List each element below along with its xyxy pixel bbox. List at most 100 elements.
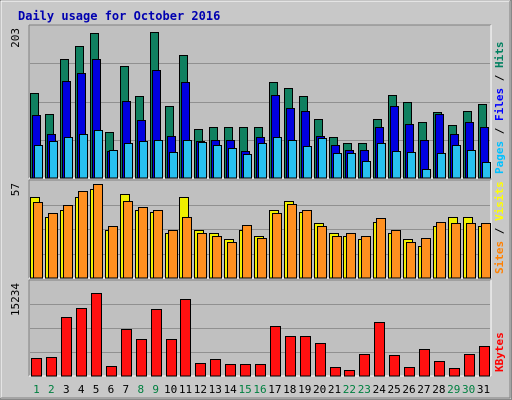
bar-kbytes-kbytes-day-6: [106, 366, 117, 377]
panel-hits-right-legend: Pages / Files / Hits: [493, 42, 506, 175]
bar-hits-pages-day-18: [288, 140, 297, 179]
bar-kbytes-kbytes-day-21: [330, 367, 341, 377]
bar-visits-sites-day-4: [78, 191, 88, 279]
day-label-16: 16: [253, 383, 266, 396]
panel-visits-ymax-label: 57: [9, 183, 22, 196]
bar-hits-pages-day-2: [49, 141, 58, 179]
bar-hits-pages-day-7: [124, 143, 133, 179]
bar-kbytes-kbytes-day-8: [136, 339, 147, 377]
bar-hits-pages-day-22: [347, 153, 356, 179]
day-label-9: 9: [152, 383, 159, 396]
day-label-6: 6: [108, 383, 115, 396]
bar-hits-pages-day-26: [407, 152, 416, 179]
bar-visits-sites-day-15: [242, 225, 252, 279]
bar-visits-sites-day-11: [182, 217, 192, 279]
bar-kbytes-kbytes-day-19: [300, 336, 311, 377]
bar-kbytes-kbytes-day-12: [195, 363, 206, 377]
day-label-31: 31: [477, 383, 490, 396]
bar-visits-sites-day-12: [197, 233, 207, 279]
bar-hits-pages-day-29: [452, 145, 461, 179]
day-label-22: 22: [343, 383, 356, 396]
legend-pages: Pages: [493, 141, 506, 174]
day-label-25: 25: [388, 383, 401, 396]
bar-kbytes-kbytes-day-4: [76, 308, 87, 377]
bar-hits-pages-day-17: [273, 137, 282, 179]
bar-kbytes-kbytes-day-13: [210, 359, 221, 377]
day-label-23: 23: [358, 383, 371, 396]
bar-kbytes-kbytes-day-1: [31, 358, 42, 377]
bar-hits-pages-day-10: [169, 152, 178, 179]
day-label-27: 27: [417, 383, 430, 396]
bar-visits-sites-day-8: [138, 207, 148, 279]
bar-hits-pages-day-6: [109, 150, 118, 179]
day-label-12: 12: [194, 383, 207, 396]
panel-hits: 203 Pages / Files / Hits: [9, 24, 506, 179]
day-label-5: 5: [93, 383, 100, 396]
day-label-15: 15: [238, 383, 251, 396]
day-label-29: 29: [447, 383, 460, 396]
day-label-11: 11: [179, 383, 192, 396]
day-label-7: 7: [123, 383, 130, 396]
bar-kbytes-kbytes-day-10: [166, 339, 177, 377]
bar-kbytes-kbytes-day-2: [46, 357, 57, 377]
bar-kbytes-kbytes-day-30: [464, 354, 475, 377]
panel-kbytes-ymax-label: 15234: [9, 283, 22, 316]
day-label-3: 3: [63, 383, 70, 396]
bar-hits-pages-day-16: [258, 143, 267, 179]
bar-kbytes-kbytes-day-3: [61, 317, 72, 377]
bar-visits-sites-day-1: [33, 202, 43, 279]
bar-visits-sites-day-18: [287, 204, 297, 279]
bar-visits-sites-day-28: [436, 222, 446, 279]
bar-visits-sites-day-30: [466, 223, 476, 279]
bar-kbytes-kbytes-day-5: [91, 293, 102, 377]
bar-kbytes-kbytes-day-7: [121, 329, 132, 377]
bar-kbytes-kbytes-day-26: [404, 367, 415, 377]
bar-visits-sites-day-23: [361, 236, 371, 279]
day-label-24: 24: [373, 383, 387, 396]
bar-hits-pages-day-14: [228, 148, 237, 179]
bar-visits-sites-day-5: [93, 184, 103, 279]
legend-separator: /: [493, 68, 506, 88]
legend-kbytes: KBytes: [493, 332, 506, 372]
legend-separator: /: [493, 121, 506, 141]
day-label-18: 18: [283, 383, 296, 396]
bar-visits-sites-day-26: [406, 242, 416, 279]
bar-visits-sites-day-22: [346, 233, 356, 279]
bar-visits-sites-day-27: [421, 238, 431, 279]
bar-hits-pages-day-5: [94, 130, 103, 179]
x-axis-day-labels: 1 2 3 4 5 6 7 8 9 10 11 12 13 14 15 16 17 18 19 20 21 22 23 24 2…: [33, 383, 490, 396]
bar-visits-sites-day-17: [272, 213, 282, 279]
bar-kbytes-kbytes-day-31: [479, 346, 490, 377]
bar-hits-pages-day-9: [154, 140, 163, 179]
bar-kbytes-kbytes-day-11: [180, 299, 191, 377]
bar-visits-sites-day-13: [212, 236, 222, 279]
bar-visits-sites-day-6: [108, 226, 118, 279]
bar-hits-pages-day-11: [183, 140, 192, 179]
bar-hits-pages-day-31: [482, 162, 491, 179]
bar-visits-sites-day-16: [257, 238, 267, 279]
bar-visits-sites-day-14: [227, 242, 237, 279]
bar-hits-pages-day-19: [303, 146, 312, 179]
bar-visits-sites-day-29: [451, 223, 461, 279]
bar-kbytes-kbytes-day-14: [225, 364, 236, 377]
panel-hits-ymax-label: 203: [9, 28, 22, 48]
bar-kbytes-kbytes-day-16: [255, 364, 266, 377]
bar-visits-sites-day-31: [481, 223, 491, 279]
bar-visits-sites-day-10: [168, 230, 178, 279]
day-label-19: 19: [298, 383, 311, 396]
bar-kbytes-kbytes-day-15: [240, 364, 251, 377]
bar-hits-pages-day-8: [139, 141, 148, 179]
day-label-28: 28: [432, 383, 445, 396]
legend-files: Files: [493, 88, 506, 121]
panel-visits: 57 Sites / Visits: [9, 179, 506, 279]
bar-hits-pages-day-3: [64, 137, 73, 179]
bar-hits-pages-day-23: [362, 161, 371, 179]
bar-visits-sites-day-3: [63, 205, 73, 279]
chart-title: Daily usage for October 2016: [18, 9, 220, 23]
panel-kbytes: 15234 KBytes: [9, 279, 506, 377]
legend-separator: /: [493, 221, 506, 241]
bar-hits-pages-day-24: [377, 143, 386, 179]
bar-hits-pages-day-28: [437, 153, 446, 179]
legend-hits: Hits: [493, 42, 506, 69]
